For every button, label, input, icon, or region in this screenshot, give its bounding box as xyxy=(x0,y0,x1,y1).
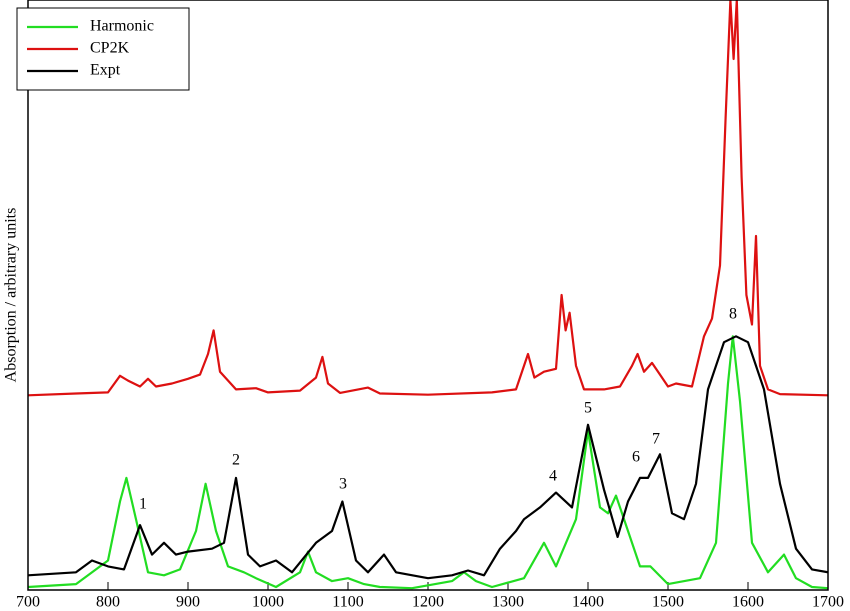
annotation: 4 xyxy=(549,468,557,485)
x-tick-label: 1000 xyxy=(252,594,284,611)
plot-frame xyxy=(27,0,829,591)
annotation: 6 xyxy=(632,449,640,466)
x-tick-label: 1300 xyxy=(492,594,524,611)
annotation: 8 xyxy=(729,306,737,323)
annotation: 7 xyxy=(652,431,660,448)
x-tick-label: 1200 xyxy=(412,594,444,611)
legend-label: Expt xyxy=(90,62,121,79)
y-axis-label: Absorption / arbitrary units xyxy=(3,208,20,383)
annotation: 2 xyxy=(232,452,240,469)
x-tick-label: 800 xyxy=(96,594,120,611)
series-line xyxy=(28,0,828,397)
x-tick-label: 1700 xyxy=(812,594,844,611)
x-tick-label: 1400 xyxy=(572,594,604,611)
annotation: 1 xyxy=(139,496,147,513)
x-tick-label: 900 xyxy=(176,594,200,611)
annotation: 5 xyxy=(584,400,592,417)
x-tick-label: 1100 xyxy=(332,594,363,611)
legend-label: Harmonic xyxy=(90,18,154,35)
x-tick-label: 1500 xyxy=(652,594,684,611)
series-line xyxy=(28,335,828,590)
legend-label: CP2K xyxy=(90,40,130,57)
annotation: 3 xyxy=(339,476,347,493)
x-tick-label: 1600 xyxy=(732,594,764,611)
series-line xyxy=(28,335,828,580)
x-tick-label: 700 xyxy=(16,594,40,611)
